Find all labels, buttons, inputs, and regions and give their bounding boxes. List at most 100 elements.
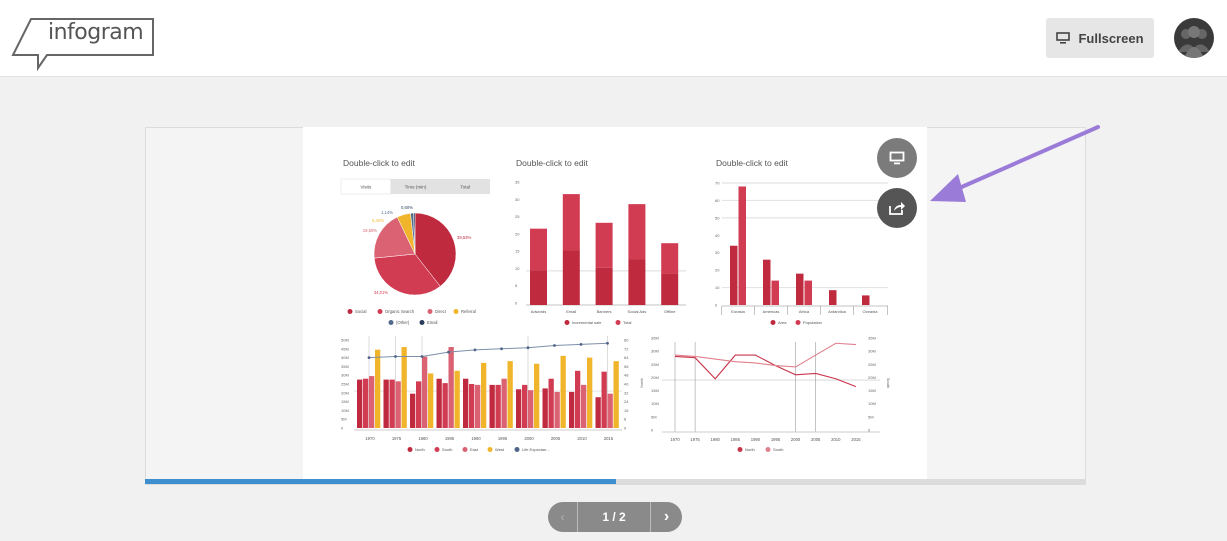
bar-incremental-sale (562, 250, 580, 305)
next-slide-button[interactable]: › (663, 508, 670, 525)
y-tick-label: 0 (515, 301, 518, 306)
bar-population (738, 186, 746, 305)
y-tick-label: 40M (341, 355, 349, 360)
bar-area (796, 273, 804, 305)
legend-swatch (795, 320, 801, 325)
bar-west (375, 349, 381, 428)
life-expectancy-point (394, 355, 397, 358)
avatar[interactable] (1174, 18, 1214, 58)
legend-label: North (415, 447, 425, 452)
life-expectancy-point (553, 344, 556, 347)
y-tick-label: 60 (715, 198, 720, 203)
x-tick-label: Social Ads (628, 309, 647, 314)
x-tick-label: 1995 (498, 436, 508, 441)
pie-data-label: 0,60% (401, 205, 413, 210)
legend-label: (Other) (396, 320, 410, 325)
prev-slide-button[interactable]: ‹ (548, 502, 578, 532)
bar-north (542, 388, 548, 428)
y-tick-label: 5 (515, 283, 518, 288)
y-tick-label-right: 80 (624, 338, 629, 343)
life-expectancy-point (447, 350, 450, 354)
monitor-icon (889, 151, 905, 165)
bar-north (595, 397, 601, 428)
y-tick-label: 35M (651, 336, 659, 341)
y-tick-label-right: 56 (624, 364, 629, 369)
tab-visits[interactable]: Visits (360, 185, 372, 190)
bar-west (481, 362, 487, 428)
y-tick-label: 5M (341, 417, 347, 422)
bar-east (528, 390, 534, 428)
share-button[interactable] (877, 188, 917, 228)
x-tick-label: 1975 (392, 436, 402, 441)
legend-swatch (462, 447, 468, 452)
present-button[interactable] (877, 138, 917, 178)
infogram-logo[interactable] (10, 16, 158, 72)
bar-east (395, 381, 401, 428)
legend-label: Organic Search (385, 309, 415, 314)
y-tick-label-right: 40 (624, 382, 629, 387)
pie-slice-organic-search (373, 253, 441, 296)
y-tick-label-right: 0 (868, 428, 871, 433)
y-axis-title-right: South (886, 378, 891, 388)
pie-slice-social (414, 212, 457, 287)
legend-swatch (487, 447, 493, 452)
logo-text: infogram (48, 20, 144, 45)
y-tick-label: 15 (515, 249, 520, 254)
y-tick-label: 35 (515, 180, 520, 185)
pie-data-label: 19,50% (363, 228, 377, 233)
bar-south (416, 381, 422, 428)
bar-south (442, 383, 448, 428)
y-tick-label: 40 (715, 233, 720, 238)
x-tick-label: 2005 (551, 436, 561, 441)
y-tick-label: 45M (341, 346, 349, 351)
y-tick-label: 30M (341, 373, 349, 378)
y-tick-label-right: 16 (624, 408, 629, 413)
fullscreen-button[interactable]: Fullscreen (1046, 18, 1154, 58)
x-tick-label: 2000 (524, 436, 534, 441)
x-tick-label: 2000 (791, 437, 801, 442)
y-tick-label: 0 (715, 303, 718, 308)
page-indicator: 1 / 2 (578, 502, 651, 532)
bar-south (363, 378, 369, 428)
y-tick-label: 0 (341, 426, 344, 431)
legend-label: Total (623, 320, 632, 325)
y-axis-title-left: North (639, 378, 644, 388)
legend-swatch (615, 320, 621, 325)
legend-swatch (765, 447, 771, 452)
x-tick-label: Banners (597, 309, 612, 314)
chart-title: Double-click to edit (343, 158, 415, 168)
y-tick-label-right: 20M (868, 375, 876, 380)
tab-timemin[interactable]: Time (min) (405, 185, 427, 190)
progress-fill (145, 479, 616, 484)
legend-label: Incremental sale (572, 320, 602, 325)
y-tick-label: 20M (651, 375, 659, 380)
tab-total[interactable]: Total (460, 185, 470, 190)
x-tick-label: 1990 (471, 436, 481, 441)
x-tick-label: Africa (799, 309, 810, 314)
x-tick-label: 2015 (604, 436, 614, 441)
bar-total (595, 222, 613, 268)
y-tick-label-right: 25M (868, 362, 876, 367)
bar-north (489, 384, 495, 428)
bar-total (562, 194, 580, 251)
bar-incremental-sale (661, 273, 679, 305)
y-tick-label-right: 35M (868, 336, 876, 341)
x-tick-label: Email (566, 309, 576, 314)
pie-data-label: 1,14% (381, 210, 393, 215)
x-tick-label: Americas (763, 309, 780, 314)
legend-swatch (377, 309, 383, 314)
x-tick-label: 1985 (445, 436, 455, 441)
bar-area (829, 290, 837, 305)
legend-swatch (419, 320, 425, 325)
bar-north (569, 391, 575, 428)
legend-swatch (453, 309, 459, 314)
x-tick-label: 1980 (711, 437, 721, 442)
x-tick-label: 1980 (418, 436, 428, 441)
life-expectancy-point (526, 346, 530, 350)
legend-label: East (470, 447, 479, 452)
bar-south (495, 384, 501, 428)
y-tick-label: 0 (651, 428, 654, 433)
bar-south (469, 384, 475, 428)
y-tick-label: 30 (715, 250, 720, 255)
life-expectancy-line (368, 342, 608, 359)
